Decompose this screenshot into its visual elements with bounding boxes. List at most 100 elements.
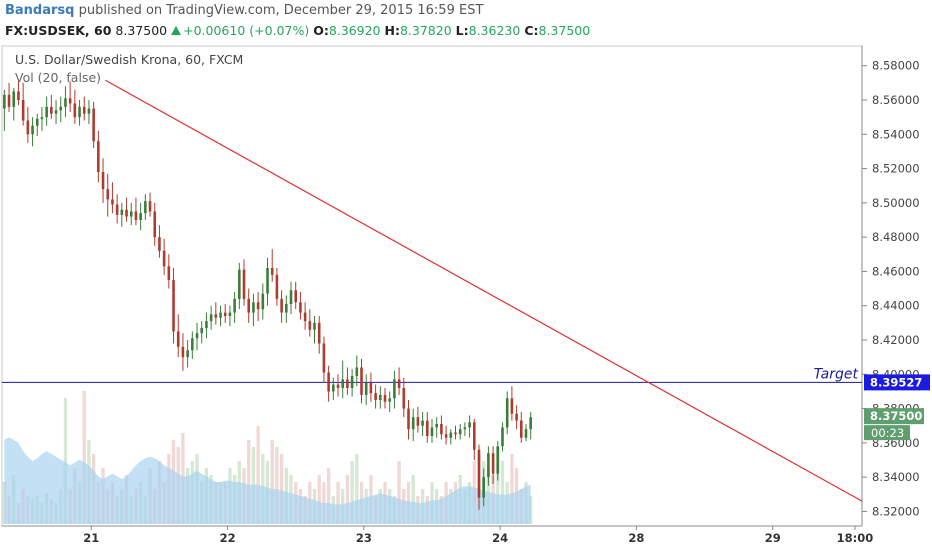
candle-body bbox=[242, 269, 246, 299]
candle-body bbox=[487, 453, 490, 478]
price-change: +0.00610 (+0.07%) bbox=[183, 23, 310, 38]
candle-body bbox=[7, 94, 11, 107]
candle-body bbox=[54, 110, 58, 114]
candle-body bbox=[383, 394, 387, 402]
candle-body bbox=[496, 446, 500, 474]
symbol-label: FX:USDSEK, 60 bbox=[5, 23, 112, 38]
candle-body bbox=[458, 429, 462, 435]
up-arrow-icon bbox=[171, 26, 182, 35]
candle-body bbox=[477, 449, 481, 498]
candle-body bbox=[238, 269, 241, 299]
candle-body bbox=[303, 312, 307, 322]
candle-body bbox=[167, 266, 171, 280]
volume-legend[interactable]: Vol (20, false) bbox=[15, 70, 102, 85]
candle-body bbox=[205, 321, 208, 328]
volume-bar bbox=[496, 447, 500, 524]
candle-body bbox=[101, 172, 105, 190]
candle-body bbox=[327, 372, 330, 392]
candle-body bbox=[374, 393, 377, 400]
volume-bar bbox=[256, 426, 260, 524]
candle-body bbox=[50, 106, 53, 114]
candle-body bbox=[26, 120, 30, 135]
volume-bar bbox=[326, 468, 331, 524]
candle-body bbox=[515, 413, 518, 421]
candle-body bbox=[332, 384, 335, 392]
candle-body bbox=[186, 350, 189, 358]
volume-bar bbox=[355, 454, 359, 524]
volume-bar bbox=[82, 391, 86, 524]
last-price: 8.37500 bbox=[115, 23, 168, 38]
candle-body bbox=[120, 209, 124, 215]
candle-body bbox=[87, 108, 91, 114]
candle-body bbox=[341, 379, 345, 388]
candle-body bbox=[92, 108, 95, 142]
y-tick-label: 8.56000 bbox=[872, 93, 920, 107]
open-label: O: bbox=[313, 23, 329, 38]
candle-body bbox=[510, 398, 514, 414]
y-tick-label: 8.34000 bbox=[872, 470, 920, 484]
candle-body bbox=[355, 367, 359, 376]
high-value: 8.37820 bbox=[399, 23, 452, 38]
countdown-value: 00:23 bbox=[871, 426, 904, 440]
candle-body bbox=[454, 432, 457, 435]
volume-bar bbox=[63, 398, 68, 524]
candle-body bbox=[21, 100, 25, 121]
candle-body bbox=[59, 106, 63, 111]
y-tick-label: 8.48000 bbox=[872, 230, 920, 244]
candle-body bbox=[388, 398, 391, 402]
instrument-title: U.S. Dollar/Swedish Krona, 60, FXCM bbox=[15, 52, 244, 67]
candle-body bbox=[501, 427, 504, 447]
volume-bar bbox=[411, 475, 415, 524]
volume-bar bbox=[350, 461, 354, 524]
candle-body bbox=[379, 394, 382, 400]
candle-body bbox=[256, 302, 260, 310]
candle-body bbox=[195, 333, 199, 339]
candle-body bbox=[12, 91, 16, 107]
candle-body bbox=[444, 434, 448, 438]
candle-body bbox=[228, 312, 232, 316]
candle-body bbox=[247, 298, 251, 313]
candle-body bbox=[223, 312, 227, 316]
countdown-badge bbox=[864, 425, 910, 441]
candle-body bbox=[473, 422, 476, 450]
candle-body bbox=[73, 103, 77, 118]
y-tick-label: 8.44000 bbox=[872, 299, 920, 313]
close-value: 8.37500 bbox=[538, 23, 591, 38]
volume-bar bbox=[397, 461, 401, 524]
candle-body bbox=[176, 331, 180, 347]
x-tick-label: 24 bbox=[492, 531, 508, 545]
candle-body bbox=[308, 321, 312, 330]
volume-bar bbox=[317, 475, 321, 524]
target-price-value: 8.39527 bbox=[870, 375, 922, 389]
candle-body bbox=[40, 117, 44, 119]
x-tick-label: 23 bbox=[356, 531, 372, 545]
candle-body bbox=[82, 106, 86, 114]
y-tick-label: 8.46000 bbox=[872, 264, 920, 278]
candle-body bbox=[68, 98, 72, 104]
volume-bar bbox=[247, 440, 251, 524]
candle-body bbox=[270, 268, 274, 275]
candle-body bbox=[313, 322, 316, 330]
candle-body bbox=[191, 338, 194, 351]
candle-body bbox=[266, 268, 269, 294]
candle-body bbox=[261, 293, 265, 310]
candle-body bbox=[45, 106, 48, 118]
candle-body bbox=[214, 314, 218, 318]
candle-body bbox=[289, 290, 293, 304]
open-value: 8.36920 bbox=[328, 23, 381, 38]
candle-body bbox=[17, 91, 20, 100]
author-link[interactable]: Bandarsq bbox=[5, 3, 75, 18]
low-value: 8.36230 bbox=[468, 23, 521, 38]
candle-body bbox=[449, 432, 453, 438]
target-label: Target bbox=[814, 366, 859, 382]
candle-body bbox=[294, 290, 298, 303]
quote-header: FX:USDSEK, 60 8.37500 +0.00610 (+0.07%) O… bbox=[5, 23, 590, 38]
volume-bar bbox=[510, 454, 514, 524]
x-tick-label: 21 bbox=[83, 531, 99, 545]
candle-body bbox=[463, 427, 467, 430]
candle-body bbox=[158, 237, 161, 251]
candle-body bbox=[153, 211, 157, 238]
publish-header: Bandarsq published on TradingView.com, D… bbox=[5, 3, 483, 18]
candle-body bbox=[350, 376, 354, 388]
